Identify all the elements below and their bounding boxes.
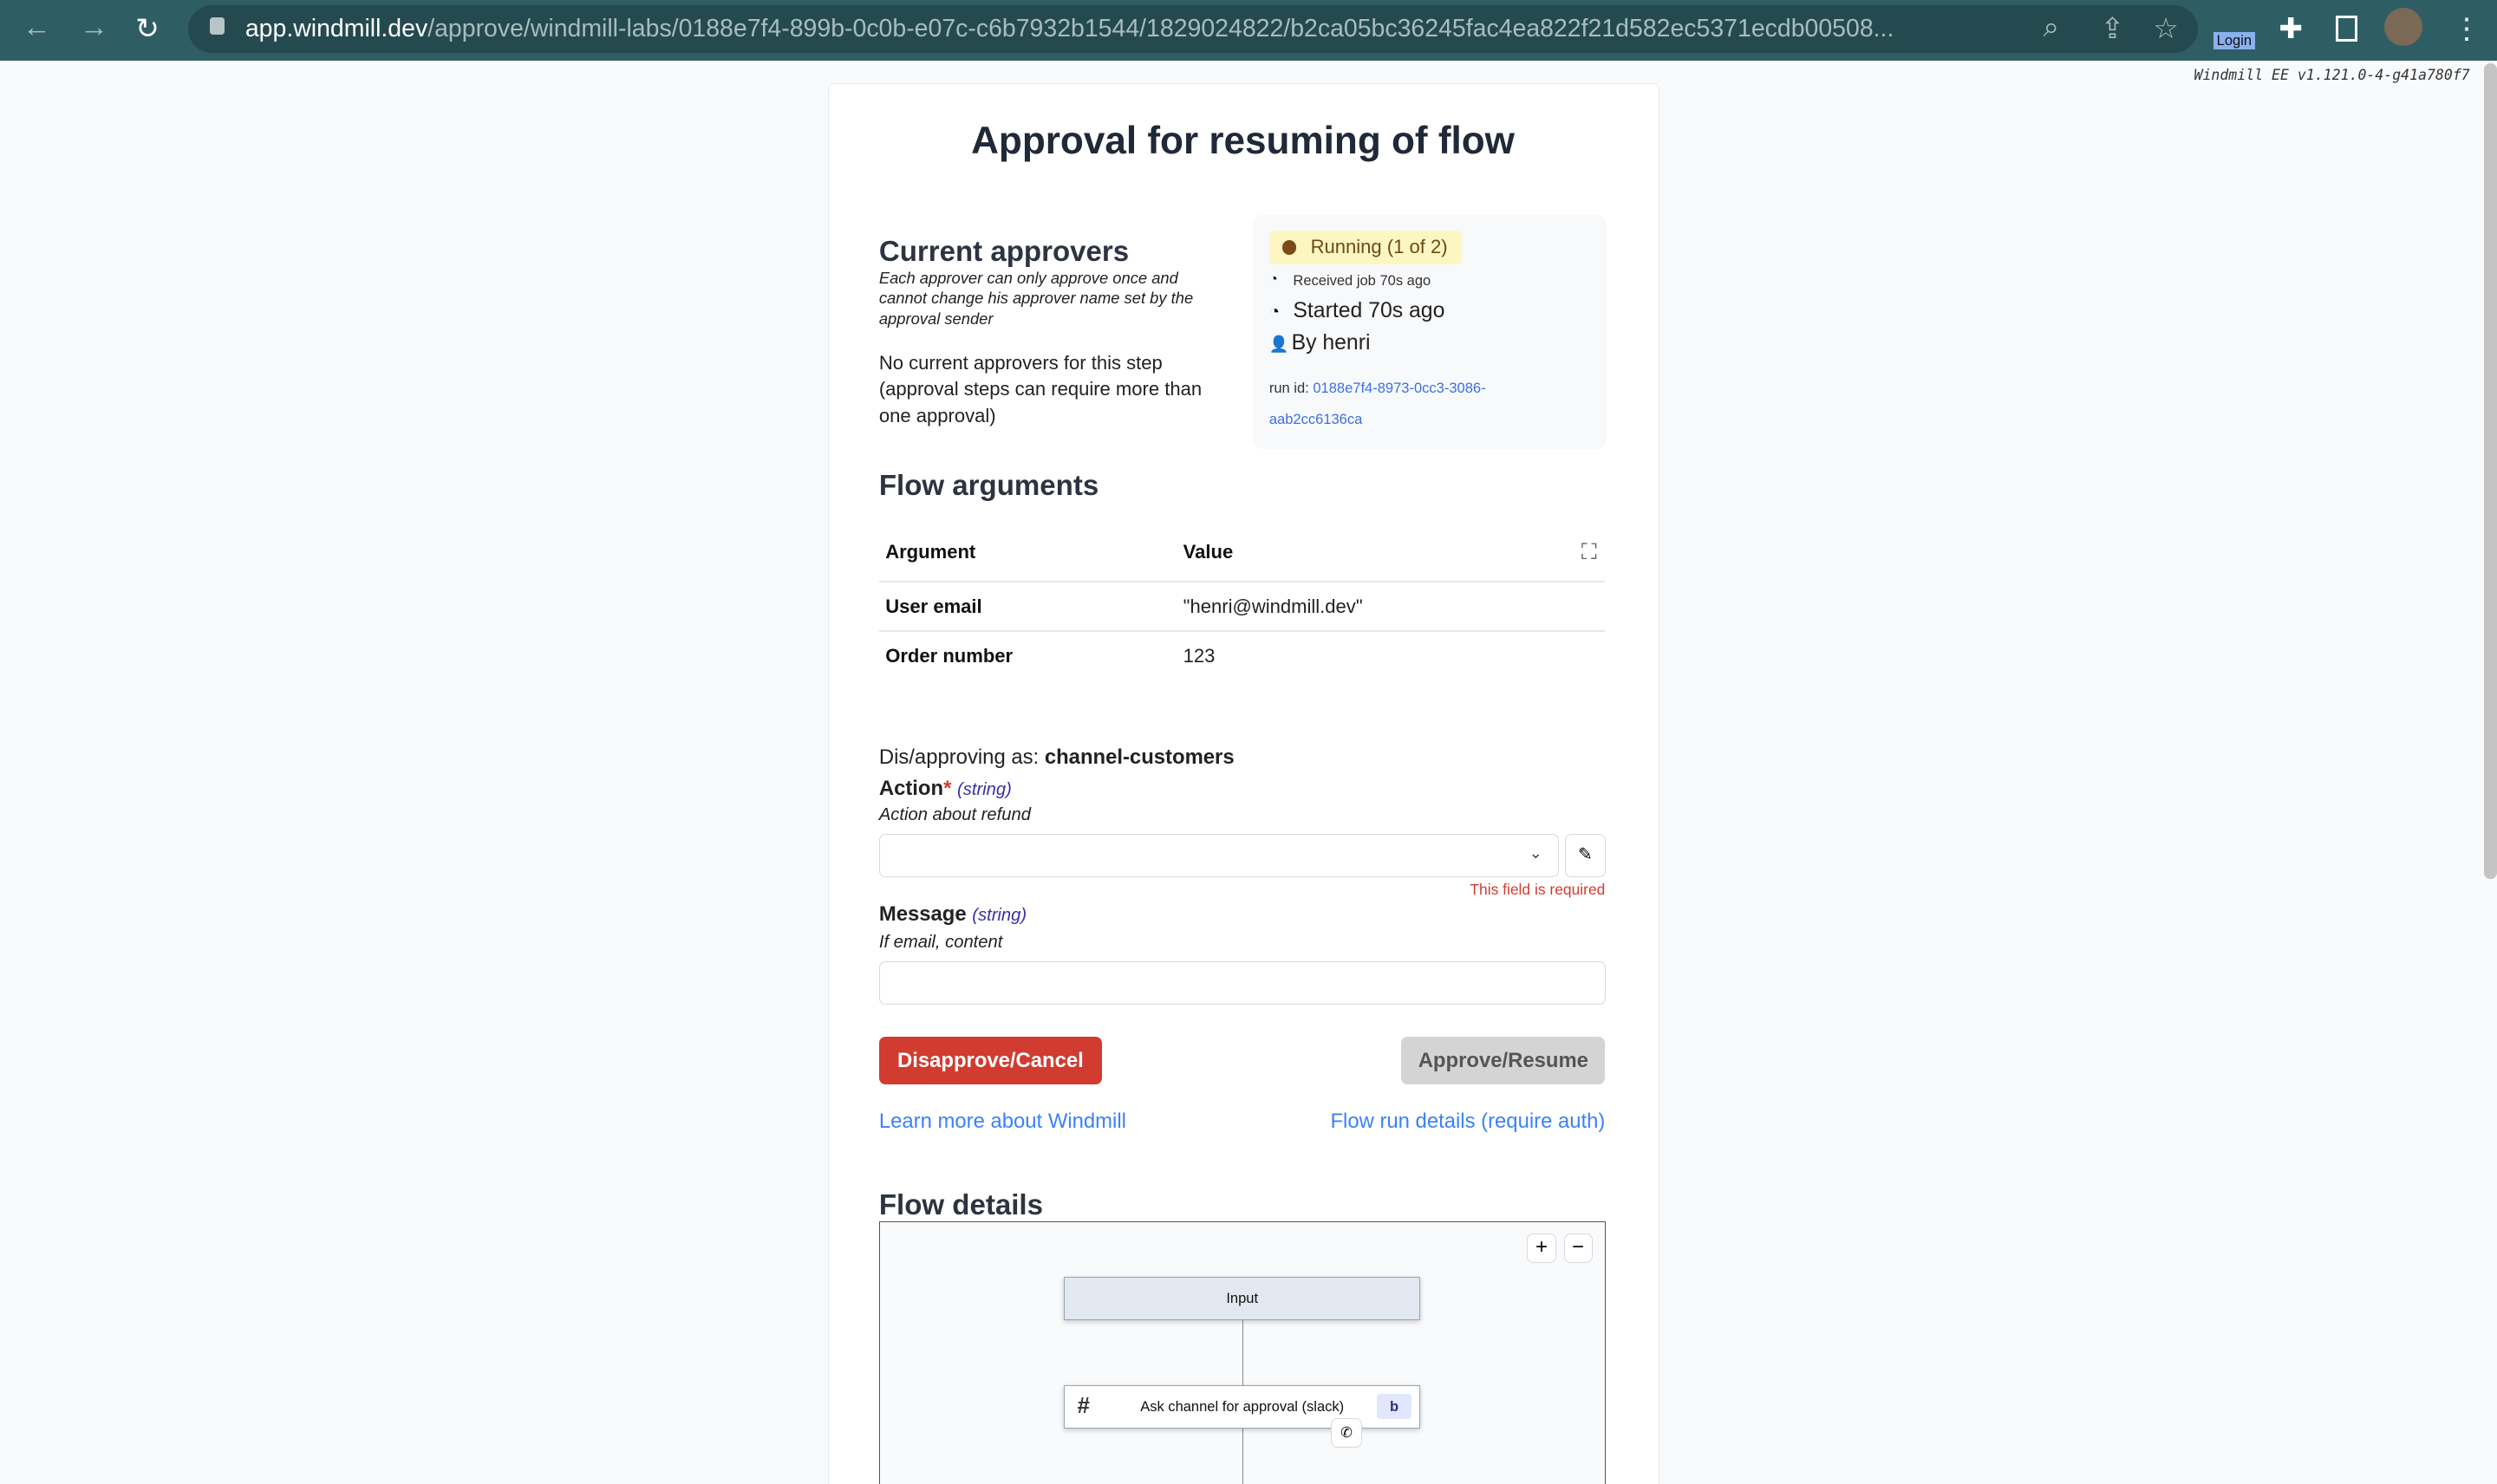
reload-icon[interactable]: ↻ bbox=[135, 12, 160, 45]
flow-run-details-link[interactable]: Flow run details (require auth) bbox=[1330, 1110, 1606, 1134]
address-bar[interactable] bbox=[187, 4, 2198, 53]
learn-more-link[interactable]: Learn more about Windmill bbox=[878, 1110, 1126, 1134]
column-header-argument: Argument bbox=[885, 541, 976, 563]
author-text: By henri bbox=[1291, 331, 1371, 355]
argument-value: 123 bbox=[1183, 644, 1216, 667]
edit-button[interactable]: ✎ bbox=[1565, 834, 1606, 878]
divider bbox=[878, 581, 1606, 583]
menu-icon[interactable]: ⋮ bbox=[2452, 12, 2481, 45]
approvers-heading: Current approvers bbox=[878, 235, 1130, 268]
run-id-link[interactable]: 0188e7f4-8973-0cc3-3086-aab2cc6136ca bbox=[1268, 379, 1486, 427]
phone-incoming-icon: ✆ bbox=[1331, 1418, 1362, 1448]
arguments-heading: Flow arguments bbox=[878, 469, 1099, 502]
received-text: Received job 70s ago bbox=[1293, 272, 1431, 290]
status-badge: Running (1 of 2) bbox=[1268, 231, 1463, 264]
url-text[interactable]: app.windmill.dev/approve/windmill-labs/0… bbox=[245, 15, 1894, 43]
page-title: Approval for resuming of flow bbox=[971, 119, 1515, 162]
argument-name: User email bbox=[885, 595, 982, 617]
avatar[interactable] bbox=[2383, 8, 2422, 47]
zoom-in-button[interactable]: + bbox=[1527, 1233, 1556, 1263]
message-input[interactable] bbox=[878, 961, 1606, 1006]
scrollbar[interactable] bbox=[2484, 63, 2497, 879]
extensions-icon[interactable]: ✚ bbox=[2279, 12, 2304, 45]
zoom-out-button[interactable]: − bbox=[1563, 1233, 1593, 1263]
url-host: app.windmill.dev bbox=[244, 14, 428, 42]
star-icon[interactable]: ☆ bbox=[2153, 12, 2179, 45]
message-type: (string) bbox=[972, 906, 1027, 926]
run-id-label: run id: bbox=[1268, 379, 1309, 396]
back-icon[interactable]: ← bbox=[22, 10, 51, 43]
flow-node-approval[interactable]: # Ask channel for approval (slack) b bbox=[1063, 1384, 1421, 1429]
forward-icon[interactable]: → bbox=[79, 10, 108, 43]
required-marker: * bbox=[943, 777, 952, 801]
flow-node-input[interactable]: Input bbox=[1063, 1277, 1421, 1320]
expand-icon[interactable]: ⛶ bbox=[1581, 539, 1597, 564]
message-description: If email, content bbox=[878, 933, 1003, 953]
column-header-value: Value bbox=[1183, 541, 1234, 563]
started-text: Started 70s ago bbox=[1293, 299, 1445, 323]
approving-as-label: Dis/approving as: bbox=[878, 745, 1040, 769]
action-type: (string) bbox=[957, 780, 1012, 800]
flow-details-heading: Flow details bbox=[878, 1189, 1043, 1221]
approvers-empty: No current approvers for this step (appr… bbox=[878, 352, 1203, 426]
clock-icon: ◔ bbox=[1268, 270, 1278, 288]
pencil-icon: ✎ bbox=[1578, 845, 1593, 865]
node-id-badge: b bbox=[1376, 1394, 1412, 1420]
divider bbox=[878, 630, 1606, 633]
chevron-down-icon: ⌄ bbox=[1529, 843, 1542, 862]
clock-icon: ◔ bbox=[1268, 302, 1281, 322]
lock-icon bbox=[210, 17, 225, 36]
approving-as-value: channel-customers bbox=[1044, 745, 1235, 769]
sidepanel-icon[interactable] bbox=[2336, 16, 2357, 42]
argument-name: Order number bbox=[885, 644, 1014, 667]
action-select[interactable]: ⌄ bbox=[878, 834, 1560, 878]
slack-icon: # bbox=[1077, 1393, 1090, 1418]
share-icon[interactable]: ⇪ bbox=[2100, 12, 2125, 45]
action-description: Action about refund bbox=[878, 805, 1031, 825]
version-label: Windmill EE v1.121.0-4-g41a780f7 bbox=[2194, 67, 2470, 84]
user-icon: 👤 bbox=[1268, 334, 1289, 353]
approve-button[interactable]: Approve/Resume bbox=[1401, 1036, 1606, 1084]
status-dot-icon bbox=[1281, 240, 1297, 255]
action-error: This field is required bbox=[1470, 880, 1606, 898]
action-label: Action bbox=[878, 777, 944, 801]
login-extension[interactable]: Login bbox=[2213, 31, 2255, 49]
approvers-note: Each approver can only approve once and … bbox=[878, 268, 1194, 329]
argument-value: "henri@windmill.dev" bbox=[1183, 595, 1363, 617]
node-label: Ask channel for approval (slack) bbox=[1140, 1397, 1345, 1415]
zoom-icon[interactable]: ⌕ bbox=[2043, 10, 2059, 43]
url-path: /approve/windmill-labs/0188e7f4-899b-0c0… bbox=[427, 14, 1894, 42]
disapprove-button[interactable]: Disapprove/Cancel bbox=[878, 1036, 1102, 1084]
message-label: Message bbox=[878, 902, 967, 927]
